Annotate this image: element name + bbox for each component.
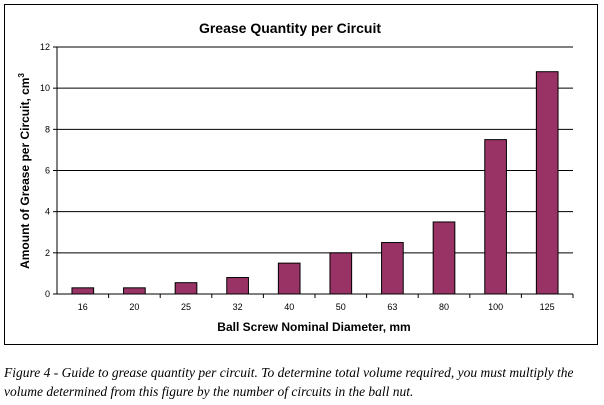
bar xyxy=(226,277,249,295)
bar xyxy=(381,242,404,295)
chart-frame: Grease Quantity per Circuit 0 2 4 6 8 10 12 16… xyxy=(4,4,598,345)
x-tick-label: 20 xyxy=(129,302,139,312)
bar-chart: Grease Quantity per Circuit 0 2 4 6 8 10 12 16… xyxy=(17,20,574,334)
x-tick-label: 16 xyxy=(78,302,88,312)
y-tick-label: 4 xyxy=(45,207,50,217)
figure-caption: Figure 4 - Guide to grease quantity per … xyxy=(4,365,574,399)
x-tick-label: 25 xyxy=(181,302,191,312)
y-tick-label: 12 xyxy=(40,42,50,52)
x-tick-label: 80 xyxy=(439,302,449,312)
bars xyxy=(71,71,559,295)
x-tick-label: 125 xyxy=(540,302,555,312)
bar xyxy=(123,287,146,295)
x-tick-label: 40 xyxy=(284,302,294,312)
y-tick-label: 0 xyxy=(45,289,50,299)
y-axis-label: Amount of Grease per Circuit, cm3 xyxy=(17,73,32,269)
bar xyxy=(174,282,198,295)
bar xyxy=(432,221,456,295)
bar xyxy=(484,139,507,295)
y-axis-label-text: Amount of Grease per Circuit, cm xyxy=(18,78,32,269)
x-tick-label: 50 xyxy=(336,302,346,312)
bar xyxy=(535,71,559,295)
y-tick-label: 2 xyxy=(45,248,50,258)
y-tick-labels: 0 2 4 6 8 10 12 xyxy=(40,42,57,299)
bar xyxy=(71,287,95,295)
y-tick-label: 6 xyxy=(45,166,50,176)
y-tick-label: 8 xyxy=(45,124,50,134)
chart-title: Grease Quantity per Circuit xyxy=(199,20,381,36)
x-tick-label: 32 xyxy=(233,302,243,312)
x-tick-labels: 16 20 25 32 40 50 63 80 100 125 xyxy=(78,294,574,312)
x-axis-label: Ball Screw Nominal Diameter, mm xyxy=(217,320,410,334)
x-tick-label: 63 xyxy=(387,302,397,312)
y-tick-label: 10 xyxy=(40,83,50,93)
x-tick-label: 100 xyxy=(488,302,503,312)
bar xyxy=(329,252,353,295)
bar xyxy=(277,262,301,295)
y-axis-label-superscript: 3 xyxy=(17,73,26,78)
